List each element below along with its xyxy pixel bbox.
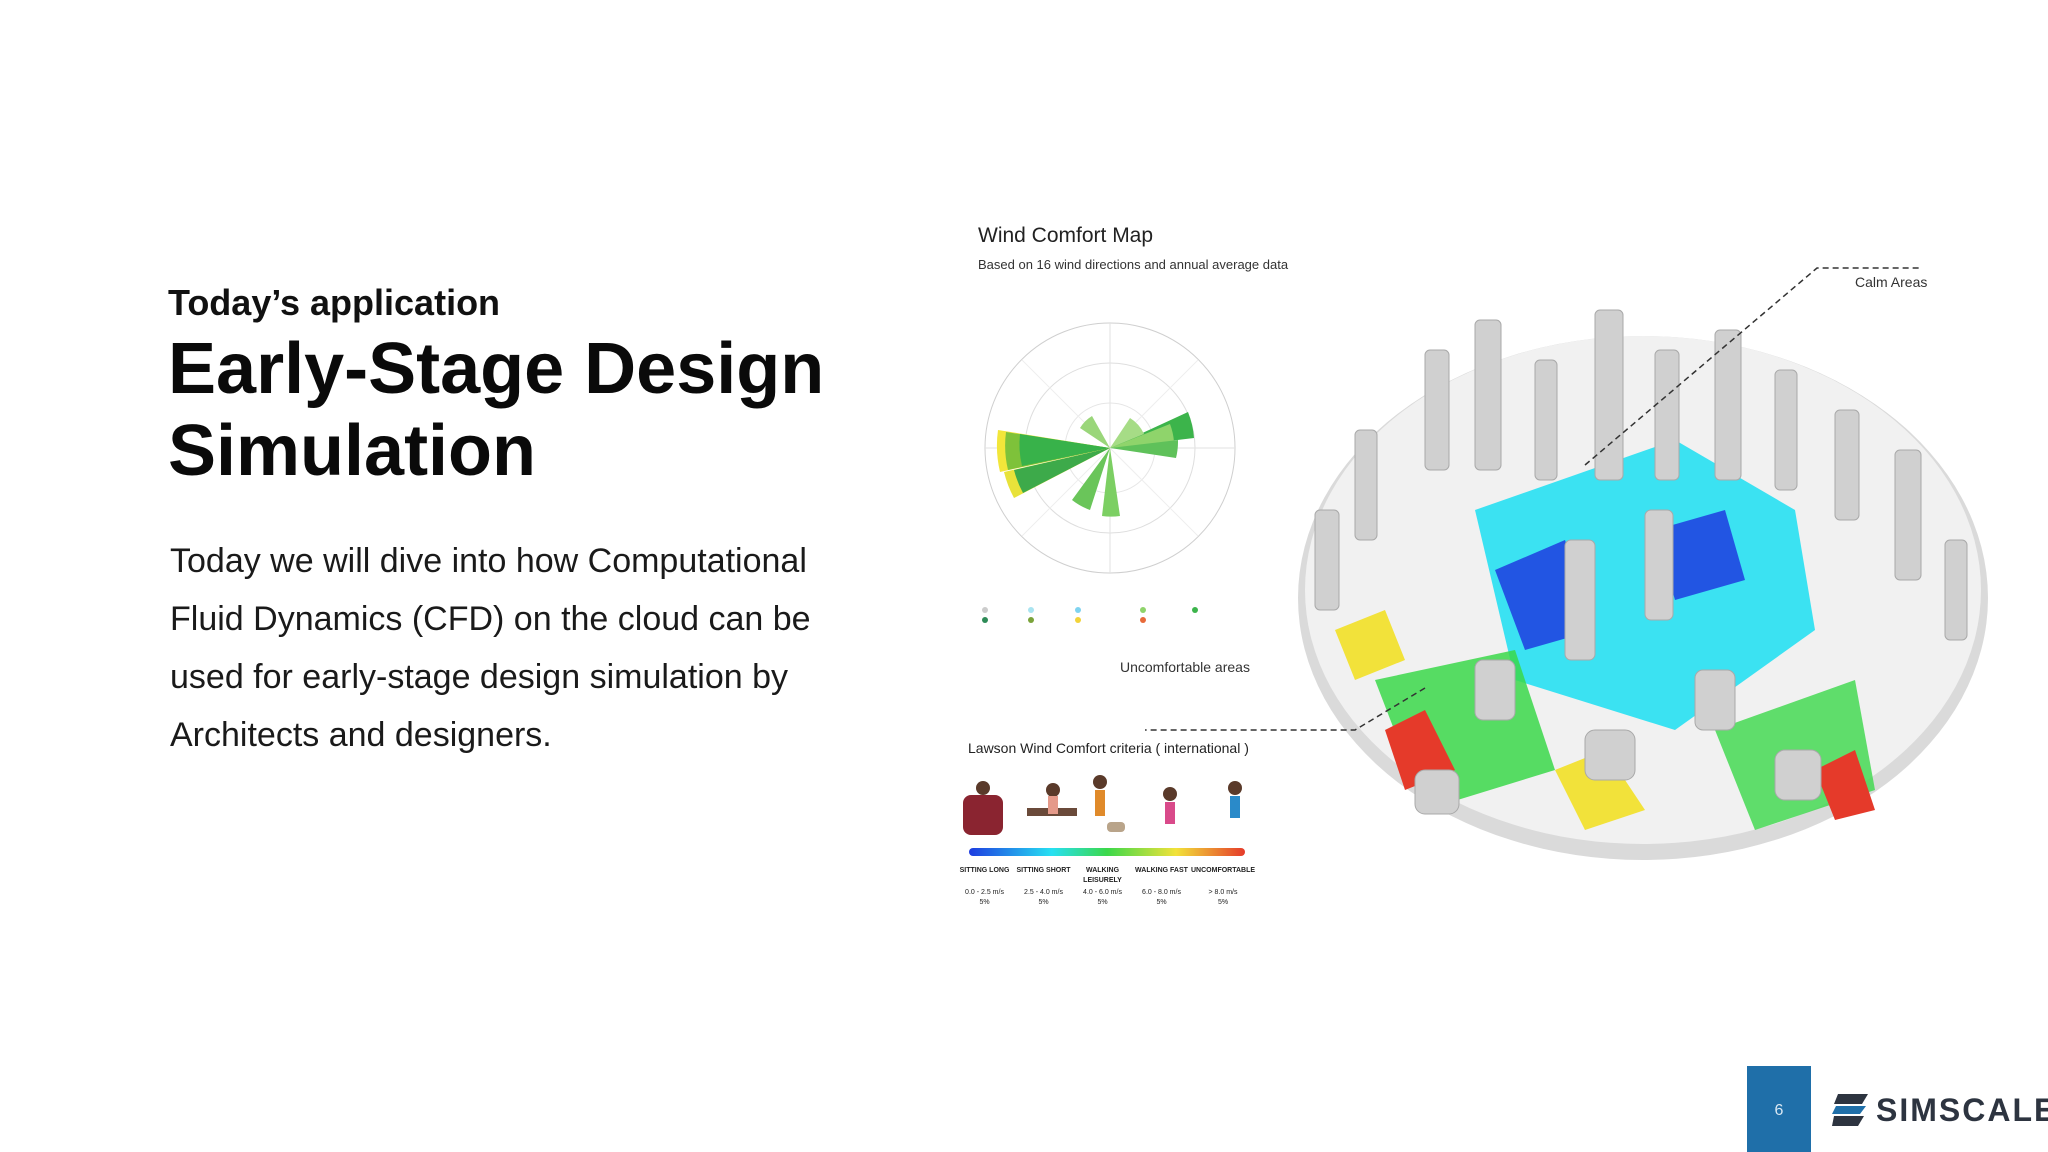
lawson-category: WALKING FAST 6.0 - 8.0 m/s 5% bbox=[1135, 867, 1188, 906]
simscale-logo: SIMSCALE bbox=[1832, 1090, 2048, 1130]
lawson-category: UNCOMFORTABLE > 8.0 m/s 5% bbox=[1191, 867, 1256, 906]
lawson-figures bbox=[963, 775, 1242, 835]
wind-rose bbox=[984, 322, 1236, 574]
wind-comfort-illustration bbox=[963, 267, 1988, 860]
lawson-category: WALKING LEISURELY 4.0 - 6.0 m/s 5% bbox=[1083, 867, 1122, 906]
figure-subtitle: Based on 16 wind directions and annual a… bbox=[978, 257, 1289, 272]
figure-title: Wind Comfort Map bbox=[978, 224, 1154, 247]
lawson-category: SITTING SHORT 2.5 - 4.0 m/s 5% bbox=[1016, 867, 1071, 906]
slide-title-line1: Early-Stage Design bbox=[168, 329, 825, 409]
simscale-logo-text: SIMSCALE bbox=[1876, 1092, 2048, 1128]
lawson-category: SITTING LONG 0.0 - 2.5 m/s 5% bbox=[959, 867, 1010, 906]
page-number: 6 bbox=[1774, 1102, 1784, 1119]
slide-title: Early-Stage Design Simulation bbox=[168, 328, 824, 492]
lawson-categories: SITTING LONG 0.0 - 2.5 m/s 5% SITTING SH… bbox=[955, 866, 1255, 908]
eyebrow-label: Today’s application bbox=[168, 282, 501, 323]
calm-areas-label: Calm Areas bbox=[1855, 274, 1928, 290]
page-number-box: 6 bbox=[1747, 1066, 1811, 1152]
city-cfd-map bbox=[1298, 309, 1988, 860]
uncomfortable-areas-label: Uncomfortable areas bbox=[1120, 659, 1250, 675]
wind-legend-dots bbox=[982, 607, 1198, 623]
lawson-gradient-bar bbox=[969, 848, 1245, 856]
slide-body: Today we will dive into how Computationa… bbox=[170, 542, 811, 754]
slide-title-line2: Simulation bbox=[168, 411, 537, 491]
simscale-logo-icon bbox=[1832, 1094, 1868, 1126]
lawson-criteria-label: Lawson Wind Comfort criteria ( internati… bbox=[968, 740, 1249, 756]
